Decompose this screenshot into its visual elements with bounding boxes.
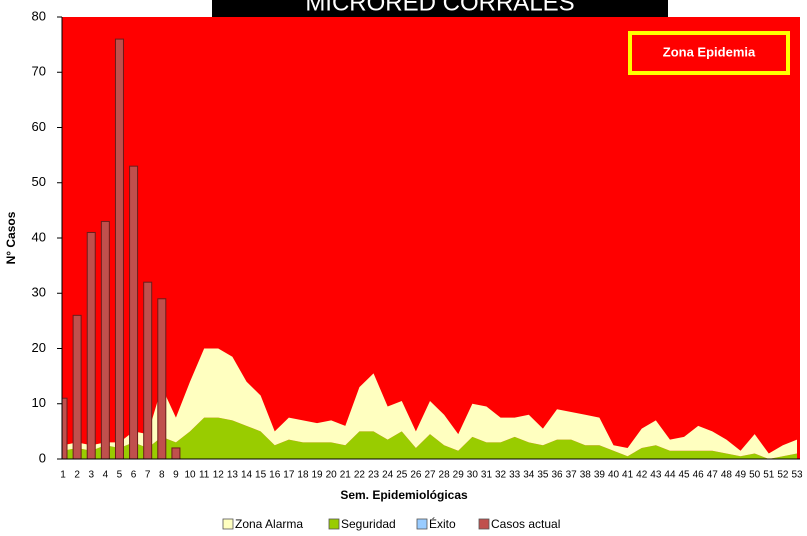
y-tick-label: 80 xyxy=(32,8,46,23)
y-tick-label: 50 xyxy=(32,174,46,189)
x-tick-label: 11 xyxy=(199,470,210,481)
x-tick-label: 7 xyxy=(145,470,151,481)
y-tick-label: 40 xyxy=(32,229,46,244)
x-tick-label: 21 xyxy=(340,470,352,481)
x-tick-label: 13 xyxy=(227,470,239,481)
bar xyxy=(61,397,68,460)
x-tick-label: 3 xyxy=(88,470,94,481)
legend-label: Éxito xyxy=(429,516,456,531)
x-tick-label: 47 xyxy=(707,470,719,481)
y-tick-label: 10 xyxy=(32,395,46,410)
area xyxy=(63,348,797,459)
x-tick-label: 49 xyxy=(735,470,747,481)
x-tick-label: 18 xyxy=(297,470,309,481)
x-tick-label: 12 xyxy=(213,470,225,481)
annotation-box xyxy=(628,31,790,75)
x-tick-label: 32 xyxy=(495,470,507,481)
bar xyxy=(86,231,96,460)
legend-swatch xyxy=(416,518,428,530)
x-tick-label: 8 xyxy=(159,470,165,481)
chart-title: MICRORED CORRALES xyxy=(305,0,574,16)
x-tick-label: 42 xyxy=(636,470,648,481)
bar xyxy=(72,314,82,460)
bar xyxy=(143,281,153,460)
y-tick-label: 0 xyxy=(39,450,46,465)
legend-swatch xyxy=(328,518,340,530)
bar xyxy=(171,447,181,460)
x-tick-label: 23 xyxy=(368,470,380,481)
x-tick-label: 37 xyxy=(566,470,578,481)
x-tick-label: 17 xyxy=(283,470,295,481)
y-axis-label: N° Casos xyxy=(4,211,18,264)
x-tick-label: 20 xyxy=(326,470,338,481)
x-tick-label: 19 xyxy=(312,470,324,481)
y-tick-label: 30 xyxy=(32,285,46,300)
x-tick-label: 41 xyxy=(622,470,634,481)
x-tick-label: 51 xyxy=(763,470,775,481)
x-tick-label: 1 xyxy=(60,470,66,481)
plot-background xyxy=(62,17,800,459)
x-tick-label: 6 xyxy=(131,470,137,481)
x-tick-label: 4 xyxy=(103,470,109,481)
x-tick-label: 22 xyxy=(354,470,366,481)
bar xyxy=(129,165,139,460)
x-tick-label: 2 xyxy=(74,470,80,481)
legend-label: Zona Alarma xyxy=(235,517,303,531)
x-tick-label: 35 xyxy=(537,470,549,481)
x-axis-label: Sem. Epidemiológicas xyxy=(340,488,468,502)
x-tick-label: 30 xyxy=(467,470,479,481)
x-tick-label: 27 xyxy=(424,470,436,481)
x-tick-label: 31 xyxy=(481,470,493,481)
legend-label: Seguridad xyxy=(341,517,396,531)
legend-label: Casos actual xyxy=(491,517,560,531)
x-tick-label: 45 xyxy=(679,470,691,481)
x-tick-label: 16 xyxy=(269,470,281,481)
x-tick-label: 15 xyxy=(255,470,267,481)
y-tick-label: 20 xyxy=(32,340,46,355)
x-tick-label: 29 xyxy=(453,470,465,481)
x-tick-label: 34 xyxy=(523,470,535,481)
x-tick-label: 26 xyxy=(410,470,422,481)
x-tick-label: 38 xyxy=(580,470,592,481)
annotation: Zona Epidemia xyxy=(663,44,756,59)
x-tick-label: 25 xyxy=(396,470,408,481)
x-tick-label: 52 xyxy=(777,470,789,481)
plot-area xyxy=(61,17,800,460)
x-tick-label: 14 xyxy=(241,470,253,481)
legend-swatch xyxy=(478,518,490,530)
legend-swatch xyxy=(222,518,234,530)
x-tick-label: 33 xyxy=(509,470,521,481)
x-tick-label: 43 xyxy=(650,470,662,481)
x-tick-label: 46 xyxy=(693,470,705,481)
x-tick-label: 28 xyxy=(439,470,451,481)
title-box xyxy=(212,0,668,17)
x-tick-label: 40 xyxy=(608,470,620,481)
x-tick-label: 48 xyxy=(721,470,733,481)
y-tick-label: 70 xyxy=(32,64,46,79)
x-tick-label: 5 xyxy=(117,470,123,481)
y-tick-label: 60 xyxy=(32,119,46,134)
x-tick-label: 50 xyxy=(749,470,761,481)
x-tick-label: 53 xyxy=(791,470,803,481)
x-tick-label: 39 xyxy=(594,470,606,481)
bar xyxy=(100,220,110,460)
x-tick-label: 36 xyxy=(551,470,563,481)
bar xyxy=(157,298,167,460)
bar xyxy=(114,38,124,460)
x-tick-label: 10 xyxy=(184,470,196,481)
area xyxy=(63,417,797,459)
x-tick-label: 9 xyxy=(173,470,179,481)
x-tick-label: 44 xyxy=(664,470,676,481)
x-tick-label: 24 xyxy=(382,470,394,481)
